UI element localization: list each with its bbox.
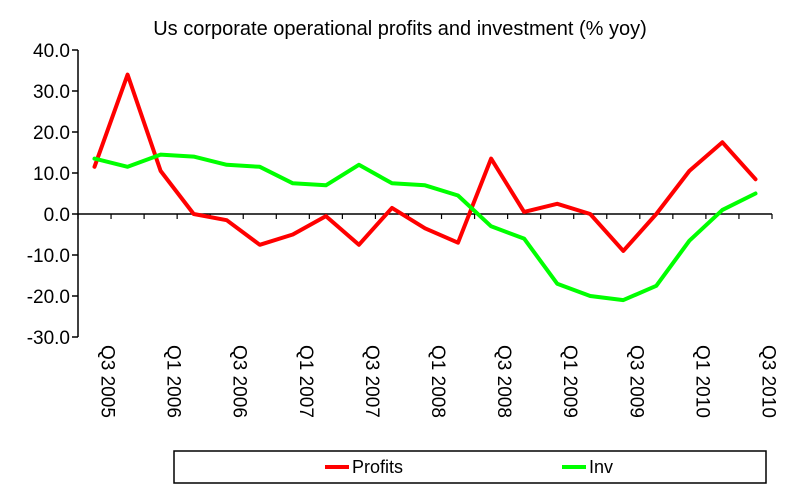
y-tick-label: 20.0 xyxy=(33,123,70,144)
x-tick-label: Q1 2008 xyxy=(427,345,448,418)
x-tick-label: Q3 2008 xyxy=(493,345,514,418)
x-tick-label: Q1 2009 xyxy=(559,345,580,418)
x-tick-label: Q3 2006 xyxy=(229,345,250,418)
y-tick-label: -20.0 xyxy=(27,287,70,308)
y-tick-label: 40.0 xyxy=(33,41,70,62)
x-tick-label: Q1 2010 xyxy=(691,345,712,418)
x-tick-label: Q3 2009 xyxy=(625,345,646,418)
chart-title: Us corporate operational profits and inv… xyxy=(153,18,647,40)
y-tick-label: 30.0 xyxy=(33,82,70,103)
x-tick-label: Q1 2007 xyxy=(295,345,316,418)
y-tick-label: 10.0 xyxy=(33,164,70,185)
y-axis: 40.0 30.0 20.0 10.0 0.0 -10.0 -20.0 -30.0 xyxy=(27,41,79,349)
y-tick-label: -30.0 xyxy=(27,328,70,349)
series-line-profits xyxy=(92,72,758,253)
x-tick-label: Q1 2006 xyxy=(163,345,184,418)
y-tick-label: -10.0 xyxy=(27,246,70,267)
x-axis: Q3 2005 Q1 2006 Q3 2006 Q1 2007 Q3 2007 Q1 20… xyxy=(77,213,778,418)
series-layer xyxy=(92,72,758,303)
x-tick-label: Q3 2007 xyxy=(361,345,382,418)
x-tick-label: Q3 2010 xyxy=(757,345,778,418)
x-tick-label: Q3 2005 xyxy=(97,345,118,418)
legend: Profits Inv xyxy=(173,450,767,484)
legend-box xyxy=(173,450,767,484)
y-tick-label: 0.0 xyxy=(44,205,70,226)
legend-label-inv: Inv xyxy=(589,457,613,477)
legend-label-profits: Profits xyxy=(352,457,403,477)
